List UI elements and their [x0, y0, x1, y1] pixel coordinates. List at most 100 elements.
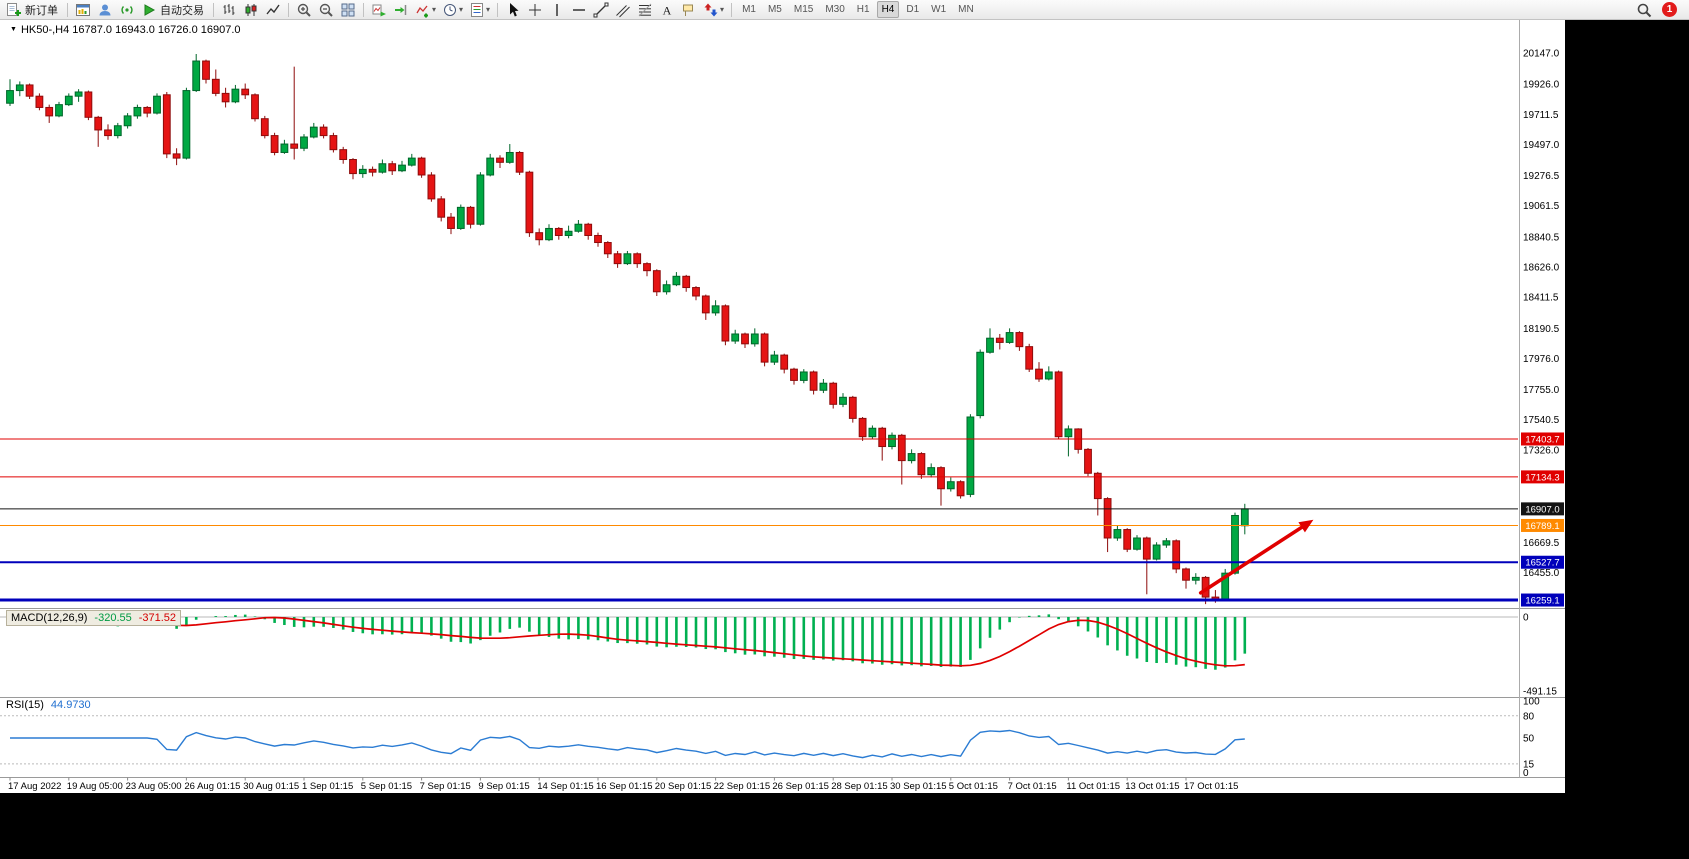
candle-body	[878, 427, 887, 448]
candle-body	[1044, 371, 1053, 380]
trend-arrow[interactable]	[1198, 519, 1314, 595]
svg-text:19711.5: 19711.5	[1523, 110, 1559, 121]
candle-body	[6, 90, 14, 104]
new-order-button[interactable]: 新订单	[4, 1, 62, 18]
timeframe-m30-button[interactable]: M30	[825, 4, 845, 15]
new-order-icon	[6, 2, 22, 18]
candle-body	[1231, 514, 1239, 574]
templates-button[interactable]: ▾	[467, 1, 492, 18]
search-button[interactable]	[1634, 1, 1654, 18]
candle-body	[946, 481, 955, 490]
candle-body	[427, 174, 436, 200]
autotrading-button[interactable]: 自动交易	[139, 1, 208, 18]
candle-body	[202, 60, 210, 80]
timeframe-m15-button[interactable]: M15	[793, 4, 814, 15]
candle-body	[1025, 346, 1034, 370]
svg-text:19276.5: 19276.5	[1523, 171, 1560, 182]
text-icon: A	[659, 2, 675, 18]
svg-text:80: 80	[1523, 711, 1535, 722]
candle-body	[995, 337, 1004, 343]
svg-text:23 Aug 05:00: 23 Aug 05:00	[126, 781, 182, 792]
timeframe-mn-button[interactable]: MN	[958, 4, 974, 15]
svg-text:19497.0: 19497.0	[1523, 140, 1560, 151]
candle-body	[1142, 537, 1151, 560]
line-chart-icon	[265, 2, 281, 18]
candle-body	[221, 92, 230, 103]
horizontal-line-button[interactable]	[569, 1, 589, 18]
price-badge-16907.0	[1521, 502, 1564, 516]
label-button[interactable]	[679, 1, 699, 18]
candle-body	[84, 91, 93, 118]
profiles-button[interactable]	[95, 1, 115, 18]
toolbar-separator	[213, 2, 214, 17]
candle-body	[584, 223, 593, 236]
candle-body	[45, 106, 54, 117]
timeframe-h1-button[interactable]: H1	[856, 4, 870, 15]
signals-button[interactable]	[117, 1, 137, 18]
tile-windows-button[interactable]	[338, 1, 358, 18]
candle-body	[701, 295, 710, 314]
zoom-out-button[interactable]	[316, 1, 336, 18]
candle-body	[868, 427, 877, 438]
timeframe-w1-button[interactable]: W1	[931, 4, 947, 15]
svg-text:11 Oct 01:15: 11 Oct 01:15	[1066, 781, 1120, 792]
candle-body	[74, 91, 83, 97]
candlestick-chart-button[interactable]	[241, 1, 261, 18]
cursor-button[interactable]	[503, 1, 523, 18]
timeframe-d1-button[interactable]: D1	[906, 4, 920, 15]
chart-canvas[interactable]: 0-491.15100805015020147.019926.019711.51…	[0, 20, 1565, 793]
timeframe-h4-button[interactable]: H4	[876, 1, 900, 18]
timeframe-m1-button[interactable]: M1	[742, 4, 756, 15]
svg-text:18190.5: 18190.5	[1523, 324, 1560, 335]
market-watch-button[interactable]	[73, 1, 93, 18]
vertical-line-button[interactable]	[547, 1, 567, 18]
svg-text:16455.0: 16455.0	[1523, 568, 1560, 579]
candle-body	[858, 417, 867, 438]
candle-body	[241, 88, 250, 96]
fibonacci-button[interactable]	[635, 1, 655, 18]
candle-body	[966, 416, 975, 495]
svg-text:18840.5: 18840.5	[1523, 232, 1560, 243]
candle-body	[652, 270, 661, 293]
rsi-value: 44.9730	[50, 699, 91, 711]
svg-text:17 Aug 2022: 17 Aug 2022	[8, 781, 61, 792]
candle-body	[192, 60, 201, 92]
candle-body	[535, 232, 544, 241]
candle-body	[672, 275, 681, 286]
trendline-button[interactable]	[591, 1, 611, 18]
timeframe-m5-button[interactable]: M5	[767, 4, 782, 15]
candle-body	[1113, 529, 1122, 539]
candle-body	[486, 157, 495, 176]
text-button[interactable]: A	[657, 1, 677, 18]
candle-body	[309, 126, 318, 138]
candle-body	[368, 168, 377, 173]
zoom-in-button[interactable]	[294, 1, 314, 18]
candle-body	[1123, 529, 1132, 550]
bar-chart-button[interactable]	[219, 1, 239, 18]
svg-text:16259.1: 16259.1	[1525, 596, 1559, 607]
notifications-button[interactable]: 1	[1662, 2, 1677, 17]
autotrading-label: 自动交易	[160, 4, 204, 17]
svg-text:16669.5: 16669.5	[1523, 538, 1560, 549]
dropdown-caret-icon: ▾	[459, 5, 464, 14]
candle-body	[1133, 537, 1141, 550]
indicators-icon	[415, 2, 431, 18]
line-chart-button[interactable]	[263, 1, 283, 18]
macd-panel: 0 -491.15	[0, 613, 1557, 698]
candle-body	[378, 163, 387, 173]
indicators-button[interactable]: ▾	[413, 1, 438, 18]
candle-body	[260, 118, 269, 137]
chart-base	[0, 20, 1565, 793]
rsi-panel: 100 80 50 150	[0, 697, 1540, 779]
candle-body	[211, 78, 220, 94]
candle-body	[55, 104, 63, 117]
candle-body	[731, 333, 740, 342]
toolbar-separator	[497, 2, 499, 17]
auto-scroll-button[interactable]	[369, 1, 389, 18]
chart-shift-button[interactable]	[391, 1, 411, 18]
price-badge-16527.7	[1521, 555, 1564, 569]
crosshair-button[interactable]	[525, 1, 545, 18]
arrows-button[interactable]: ▾	[701, 1, 726, 18]
channel-button[interactable]	[613, 1, 633, 18]
periods-button[interactable]: ▾	[440, 1, 465, 18]
